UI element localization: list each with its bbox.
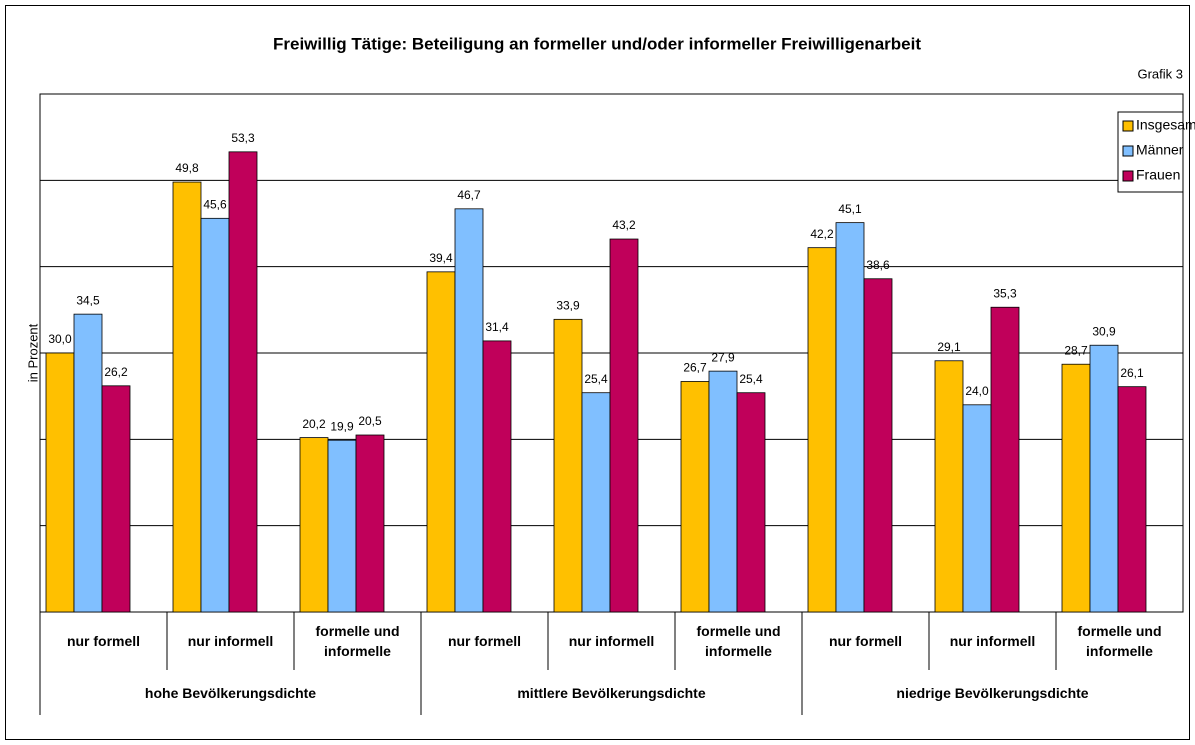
y-axis-label: in Prozent [25,323,40,382]
bar [45,352,75,613]
legend-swatch [1122,145,1134,157]
x-tick-label: nur informell [949,633,1036,649]
value-label: 29,1 [937,340,961,354]
bar [426,271,456,613]
value-label: 38,6 [866,258,890,272]
bar [299,437,329,613]
bar [1089,344,1119,613]
bar [200,217,230,613]
value-label: 39,4 [429,251,453,265]
value-label: 53,3 [231,131,255,145]
bar [1117,386,1147,613]
x-tick-label: nur formell [66,633,141,649]
legend-swatch [1122,170,1134,182]
legend-label: Frauen [1136,167,1180,183]
value-label: 24,0 [965,384,989,398]
legend-label: Insgesamt [1136,117,1195,133]
x-tick-label: nur formell [828,633,903,649]
bar [962,404,992,613]
group-label: hohe Bevölkerungsdichte [144,684,317,701]
x-tick-label: nur informell [568,633,655,649]
value-label: 42,2 [810,227,834,241]
value-label: 28,7 [1064,343,1088,357]
value-label: 30,9 [1092,324,1116,338]
bar [553,318,583,613]
bar [708,370,738,613]
x-tick-label: nur formell [447,633,522,649]
value-label: 33,9 [556,299,580,313]
bar [609,238,639,613]
value-label: 25,4 [584,372,608,386]
value-label: 25,4 [739,372,763,386]
value-label: 26,2 [104,365,128,379]
bar [327,439,357,613]
bar [807,247,837,613]
bar [482,340,512,613]
value-label: 49,8 [175,161,199,175]
bar [355,434,385,613]
value-label: 35,3 [993,286,1017,300]
chart-title: Freiwillig Tätige: Beteiligung an formel… [273,34,921,53]
value-label: 26,1 [1120,366,1144,380]
bar [581,392,611,613]
bar [835,222,865,613]
value-label: 34,5 [76,293,100,307]
value-label: 45,6 [203,197,227,211]
value-label: 45,1 [838,202,862,216]
value-label: 27,9 [711,350,735,364]
bar [73,313,103,613]
value-label: 20,5 [358,414,382,428]
value-label: 26,7 [683,361,707,375]
value-label: 43,2 [612,218,636,232]
value-label: 19,9 [330,419,354,433]
value-label: 30,0 [48,332,72,346]
bar [1061,363,1091,613]
legend-label: Männer [1136,142,1184,158]
bar [934,360,964,613]
value-label: 20,2 [302,417,326,431]
bar [172,181,202,613]
x-tick-label: formelle und informelle [315,623,400,659]
group-label: niedrige Bevölkerungsdichte [896,684,1089,701]
bar [101,385,131,613]
value-label: 31,4 [485,320,509,334]
legend-swatch [1122,120,1134,132]
chart-subtitle: Grafik 3 [1137,66,1183,81]
frame [5,5,1190,740]
group-label: mittlere Bevölkerungsdichte [517,684,706,701]
bar [736,392,766,613]
x-tick-label: formelle und informelle [1077,623,1162,659]
bar [863,278,893,613]
bar [680,381,710,613]
x-tick-label: nur informell [187,633,274,649]
bar [990,306,1020,613]
value-label: 46,7 [457,188,481,202]
x-tick-label: formelle und informelle [696,623,781,659]
bar [228,151,258,613]
bar [454,208,484,613]
